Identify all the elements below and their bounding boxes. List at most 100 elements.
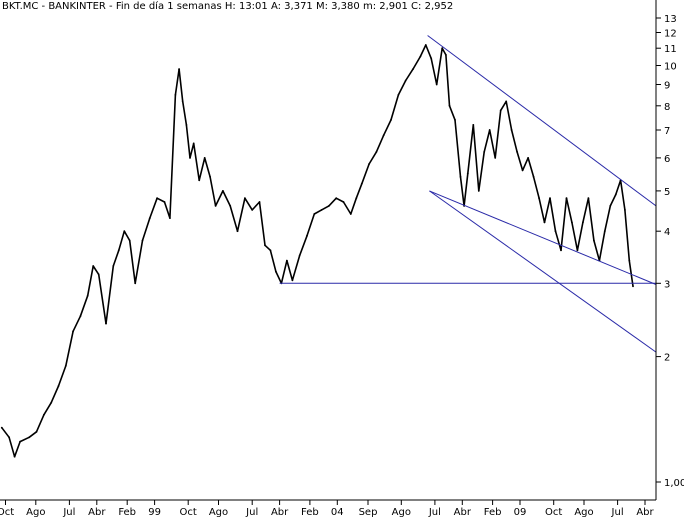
price-point: [8, 436, 11, 439]
price-point: [298, 254, 301, 257]
price-point: [117, 249, 120, 252]
x-tick-label: Abr: [636, 507, 654, 517]
price-point: [614, 193, 617, 196]
price-point: [430, 57, 433, 60]
price-point: [43, 413, 45, 416]
x-tick-label: Jul: [611, 507, 624, 517]
price-point: [499, 109, 502, 112]
price-point: [538, 197, 540, 200]
price-point: [79, 315, 82, 318]
price-point: [181, 100, 184, 103]
price-point: [236, 230, 239, 233]
price-point: [123, 230, 126, 233]
price-point: [169, 217, 171, 220]
y-tick-label: 12: [664, 29, 677, 40]
x-tick-label: Ago: [26, 507, 45, 517]
x-tick-label: Oct: [180, 507, 197, 517]
price-point: [105, 322, 107, 325]
price-point: [543, 221, 546, 224]
y-tick-label: 8: [664, 102, 670, 113]
price-point: [0, 426, 3, 429]
price-point: [571, 221, 573, 224]
trendline: [429, 190, 657, 285]
price-point: [229, 205, 232, 207]
price-point: [291, 279, 294, 282]
price-point: [50, 401, 53, 404]
x-tick-label: Ago: [574, 507, 593, 517]
price-point: [222, 190, 224, 192]
price-point: [441, 47, 444, 50]
trendline: [427, 35, 657, 207]
price-point: [554, 230, 557, 233]
price-point: [342, 201, 345, 203]
price-point: [397, 94, 400, 96]
x-tick-label: Feb: [484, 507, 502, 517]
price-point: [72, 330, 74, 333]
y-tick-label: 13: [664, 14, 677, 25]
price-point: [275, 270, 277, 273]
price-point: [494, 157, 497, 159]
y-tick-label: 10: [664, 62, 677, 73]
price-point: [306, 234, 308, 237]
x-tick-label: Oct: [0, 507, 14, 517]
price-point: [505, 100, 508, 103]
price-point: [527, 157, 529, 159]
price-point: [368, 163, 370, 165]
price-point: [593, 239, 595, 242]
price-point: [560, 249, 562, 252]
price-point: [264, 244, 266, 247]
x-tick-label: Jul: [62, 507, 75, 517]
price-point: [209, 176, 212, 178]
price-point: [258, 201, 261, 203]
x-tick-label: Ago: [209, 507, 228, 517]
y-tick-label: 11: [664, 44, 677, 55]
price-point: [587, 197, 590, 200]
price-series: [0, 44, 634, 458]
y-axis-ticks: 13 12 11 10 9 8 7 6 5 4 3 2 1,00: [656, 14, 684, 489]
x-tick-label: Abr: [454, 507, 472, 517]
price-point: [466, 172, 469, 175]
price-point: [198, 179, 201, 182]
x-tick-label: Ago: [392, 507, 411, 517]
price-point: [454, 119, 456, 121]
price-point: [435, 83, 438, 86]
price-point: [404, 79, 407, 82]
price-point: [192, 142, 195, 145]
price-point: [445, 54, 447, 56]
price-point: [64, 365, 67, 367]
price-point: [178, 68, 181, 70]
price-point: [448, 104, 451, 107]
price-point: [382, 134, 385, 137]
price-point: [335, 197, 338, 200]
y-tick-label: 4: [664, 227, 670, 238]
x-tick-label: Oct: [545, 507, 562, 517]
x-tick-label: 99: [148, 507, 161, 517]
price-point: [549, 197, 551, 200]
x-tick-label: 09: [514, 507, 527, 517]
price-point: [483, 151, 486, 153]
price-point: [244, 197, 246, 200]
price-point: [57, 385, 60, 387]
price-point: [156, 197, 159, 200]
price-point: [163, 201, 166, 203]
price-point: [472, 124, 475, 126]
price-point: [112, 265, 115, 267]
price-point: [521, 169, 524, 172]
price-point: [269, 249, 272, 252]
x-tick-label: Feb: [118, 507, 136, 517]
price-point: [582, 221, 584, 224]
price-point: [19, 440, 21, 443]
price-point: [328, 205, 330, 207]
x-tick-label: Sep: [359, 507, 378, 517]
price-point: [565, 197, 568, 200]
price-point: [35, 430, 38, 433]
x-tick-label: 04: [331, 507, 344, 517]
price-point: [286, 259, 288, 262]
x-tick-label: Abr: [88, 507, 106, 517]
price-point: [360, 182, 363, 185]
axes: [0, 0, 657, 501]
price-point: [390, 119, 392, 121]
price-point: [412, 68, 414, 70]
price-point: [203, 157, 206, 159]
